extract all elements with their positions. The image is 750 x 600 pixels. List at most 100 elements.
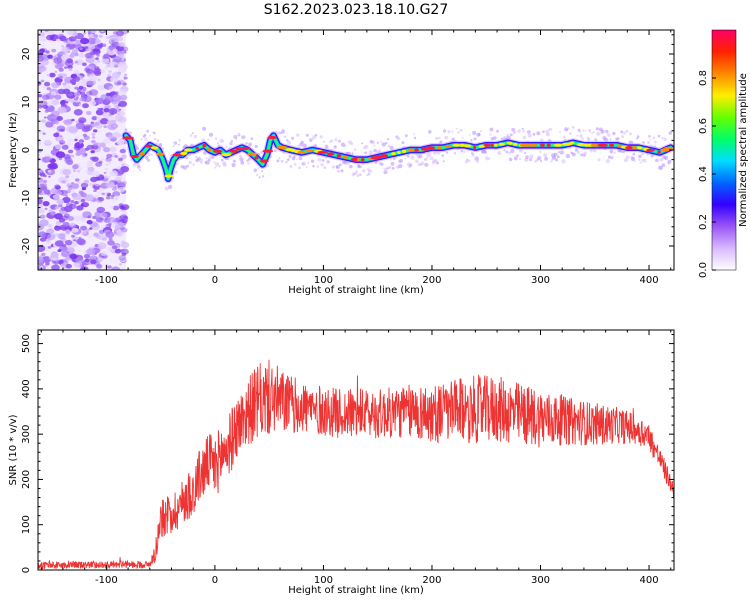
noise-speckle bbox=[69, 253, 77, 259]
noise-speckle bbox=[85, 110, 92, 116]
noise-speckle bbox=[82, 82, 87, 87]
noise-speckle bbox=[56, 199, 64, 205]
noise-speckle bbox=[107, 175, 111, 179]
ridge-halo bbox=[312, 165, 315, 168]
noise-speckle bbox=[71, 227, 79, 233]
noise-speckle bbox=[41, 93, 52, 100]
ridge-peak bbox=[262, 149, 274, 153]
ridge-halo bbox=[286, 139, 289, 142]
noise-speckle bbox=[119, 101, 127, 107]
ridge-halo bbox=[447, 130, 451, 134]
ridge-halo bbox=[612, 131, 616, 136]
noise-speckle bbox=[114, 198, 118, 201]
ridge-halo bbox=[605, 159, 610, 164]
ridge-halo bbox=[652, 136, 656, 140]
ridge-halo bbox=[496, 129, 499, 133]
ridge-peak bbox=[546, 143, 551, 147]
ridge-halo bbox=[529, 154, 534, 159]
ridge-peak bbox=[512, 142, 518, 146]
ridge-halo bbox=[606, 133, 611, 137]
ridge-peak bbox=[617, 144, 622, 148]
ridge-halo bbox=[493, 136, 497, 140]
noise-speckle bbox=[98, 197, 105, 202]
noise-speckle bbox=[76, 93, 79, 96]
noise-speckle bbox=[58, 35, 67, 42]
ridge-halo bbox=[296, 158, 298, 161]
ridge-halo bbox=[536, 131, 541, 136]
ridge-halo bbox=[589, 149, 593, 153]
noise-speckle bbox=[116, 36, 124, 42]
noise-speckle bbox=[42, 94, 50, 101]
noise-speckle bbox=[47, 54, 53, 59]
ridge-halo bbox=[217, 142, 219, 145]
noise-speckle bbox=[123, 211, 129, 215]
ridge-halo bbox=[367, 169, 372, 174]
noise-speckle bbox=[62, 82, 67, 86]
ridge-halo bbox=[600, 129, 605, 134]
noise-speckle bbox=[115, 175, 123, 181]
ridge-halo bbox=[453, 152, 457, 155]
y-tick-label: 100 bbox=[21, 515, 32, 534]
noise-speckle bbox=[91, 144, 99, 150]
noise-speckle bbox=[101, 57, 110, 64]
ridge-halo bbox=[289, 164, 293, 168]
ridge-halo bbox=[124, 128, 128, 132]
noise-speckle bbox=[116, 81, 122, 85]
noise-speckle bbox=[78, 190, 84, 195]
noise-speckle bbox=[60, 225, 68, 232]
ridge-halo bbox=[596, 131, 601, 136]
ridge-halo bbox=[320, 163, 324, 167]
noise-speckle bbox=[38, 231, 47, 238]
ridge-halo bbox=[321, 159, 325, 162]
noise-speckle bbox=[58, 218, 66, 223]
colorbar-frame bbox=[711, 29, 737, 271]
ridge-halo bbox=[571, 125, 575, 129]
ridge-halo bbox=[642, 141, 645, 144]
noise-speckle bbox=[63, 119, 73, 126]
ridge-halo bbox=[667, 159, 672, 164]
ridge-halo bbox=[559, 131, 561, 133]
noise-speckle bbox=[78, 117, 87, 124]
noise-speckle bbox=[51, 48, 57, 53]
ridge-halo bbox=[255, 173, 259, 177]
colorbar-tick-label: 0.4 bbox=[698, 166, 709, 182]
y-tick-label: 0 bbox=[21, 567, 32, 573]
noise-speckle bbox=[50, 118, 59, 124]
ridge-halo bbox=[222, 140, 225, 143]
ridge-halo bbox=[654, 140, 657, 144]
ridge-halo bbox=[211, 156, 215, 160]
ridge-halo bbox=[132, 163, 137, 167]
ridge-peak bbox=[494, 143, 498, 147]
noise-speckle bbox=[86, 220, 93, 225]
noise-speckle bbox=[111, 245, 118, 250]
ridge-peak bbox=[657, 150, 661, 154]
ridge-halo bbox=[398, 164, 403, 169]
ridge-halo bbox=[582, 129, 585, 132]
ridge-halo bbox=[620, 130, 624, 134]
noise-speckle bbox=[117, 248, 121, 252]
noise-speckle bbox=[79, 141, 83, 144]
ridge-halo bbox=[240, 160, 245, 165]
x-tick-label: 100 bbox=[314, 275, 333, 286]
y-tick-label: 10 bbox=[21, 96, 32, 109]
ridge-halo bbox=[421, 162, 425, 166]
ridge-halo bbox=[373, 144, 376, 147]
ridge-halo bbox=[368, 150, 373, 155]
noise-speckle bbox=[119, 88, 128, 95]
ridge-halo bbox=[287, 140, 291, 145]
ridge-halo bbox=[641, 152, 644, 156]
ridge-halo bbox=[497, 151, 502, 155]
noise-speckle bbox=[90, 259, 97, 265]
ridge-halo bbox=[529, 158, 532, 162]
noise-speckle bbox=[50, 82, 58, 88]
noise-speckle bbox=[84, 250, 89, 254]
ridge-halo bbox=[310, 137, 314, 142]
noise-speckle bbox=[90, 121, 95, 124]
ridge-halo bbox=[539, 159, 543, 163]
noise-speckle bbox=[62, 222, 70, 227]
ridge-halo bbox=[665, 155, 668, 158]
ridge-halo bbox=[661, 137, 664, 139]
noise-speckle bbox=[111, 100, 118, 105]
spectrogram-x-label: Height of straight line (km) bbox=[288, 285, 424, 296]
